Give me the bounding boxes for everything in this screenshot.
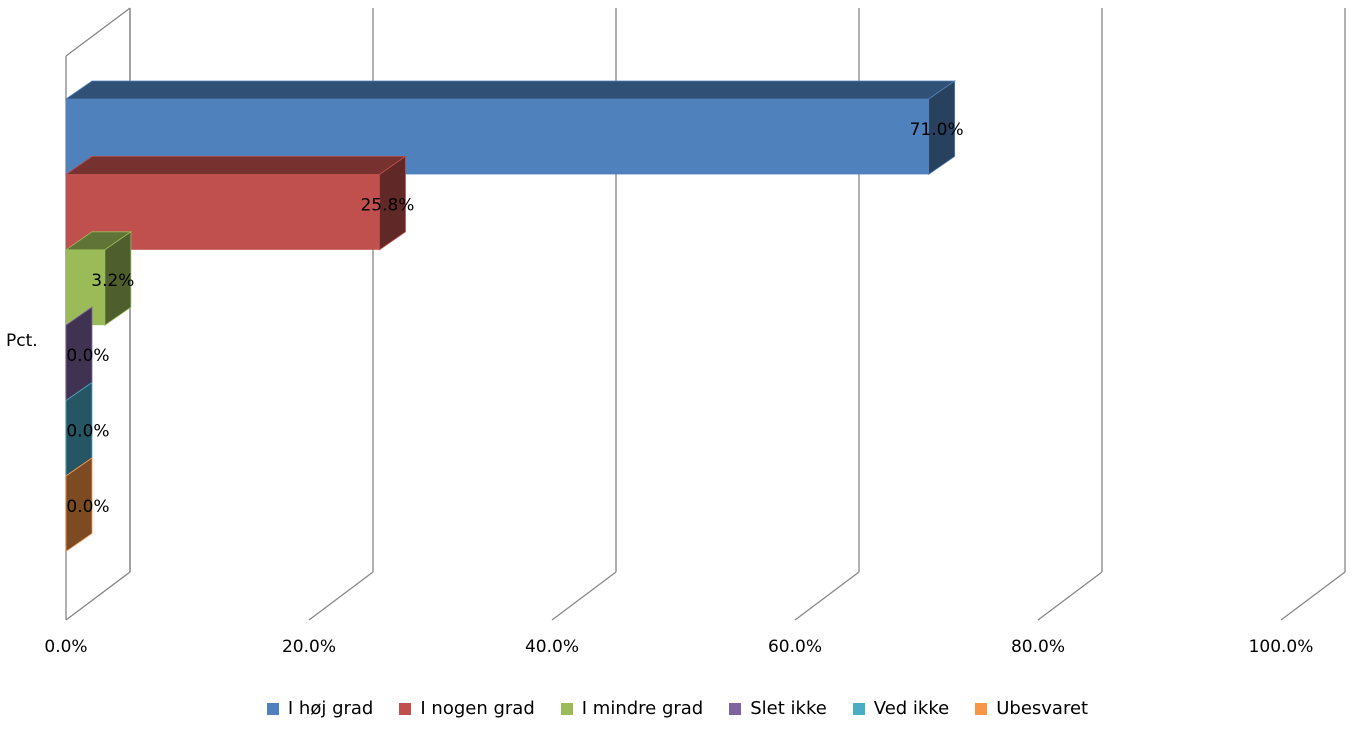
bar-chart: 71.0% 25.8% 3.2% 0.0% 0.0% 0.0% 0.0% 20.0% 40.0… xyxy=(6,7,1346,657)
legend-label: Ubesvaret xyxy=(996,698,1089,719)
legend-item: Ubesvaret xyxy=(975,698,1088,719)
x-tick-label: 100.0% xyxy=(1249,637,1314,657)
legend-item: Slet ikke xyxy=(729,698,827,719)
floor-gridline xyxy=(551,571,617,621)
legend-label: I høj grad xyxy=(287,698,374,719)
x-tick-label: 80.0% xyxy=(1011,637,1065,657)
category-label: Pct. xyxy=(6,331,38,351)
legend-swatch xyxy=(852,702,865,715)
legend-swatch xyxy=(399,702,412,715)
x-tick-label: 40.0% xyxy=(525,637,579,657)
data-label: 0.0% xyxy=(66,346,109,366)
left-wall-top-edge xyxy=(65,7,131,57)
floor-gridline xyxy=(794,571,860,621)
x-tick-label: 60.0% xyxy=(768,637,822,657)
floor-gridline xyxy=(1037,571,1103,621)
bar-ubesvaret: 0.0% xyxy=(65,457,110,553)
bar-side-face xyxy=(104,231,132,326)
legend-item: I høj grad xyxy=(266,698,374,719)
bar-side-face xyxy=(65,457,93,553)
data-label: 0.0% xyxy=(66,497,109,517)
data-label: 71.0% xyxy=(910,120,964,140)
data-label: 3.2% xyxy=(91,271,134,291)
legend-item: I nogen grad xyxy=(399,698,535,719)
floor-gridline xyxy=(1280,571,1346,621)
bar-i-mindre-grad: 3.2% xyxy=(64,231,134,326)
data-label: 25.8% xyxy=(360,195,414,215)
legend-item: Ved ikke xyxy=(852,698,950,719)
x-tick-label: 20.0% xyxy=(282,637,336,657)
x-tick-label: 0.0% xyxy=(44,637,87,657)
floor-gridline xyxy=(308,571,374,621)
legend-label: I nogen grad xyxy=(420,698,535,719)
bar-side-face xyxy=(928,80,956,176)
legend-label: I mindre grad xyxy=(581,698,704,719)
legend: I høj grad I nogen grad I mindre grad Slet … xyxy=(0,698,1355,719)
legend-swatch xyxy=(975,702,988,715)
data-label: 0.0% xyxy=(66,422,109,442)
legend-swatch xyxy=(266,702,279,715)
bars-group: 71.0% 25.8% 3.2% 0.0% 0.0% 0.0% xyxy=(64,80,964,553)
legend-swatch xyxy=(560,702,573,715)
legend-label: Slet ikke xyxy=(750,698,827,719)
bar-ved-ikke: 0.0% xyxy=(65,381,110,477)
bar-top-face xyxy=(64,155,407,175)
floor-gridline xyxy=(65,571,131,621)
legend-item: I mindre grad xyxy=(560,698,704,719)
bar-i-høj-grad: 71.0% xyxy=(64,80,964,176)
legend-swatch xyxy=(729,702,742,715)
bar-top-face xyxy=(64,80,956,100)
legend-label: Ved ikke xyxy=(873,698,950,719)
x-axis-ticks: 0.0% 20.0% 40.0% 60.0% 80.0% 100.0% xyxy=(44,637,1313,657)
bar-side-face xyxy=(379,155,406,251)
